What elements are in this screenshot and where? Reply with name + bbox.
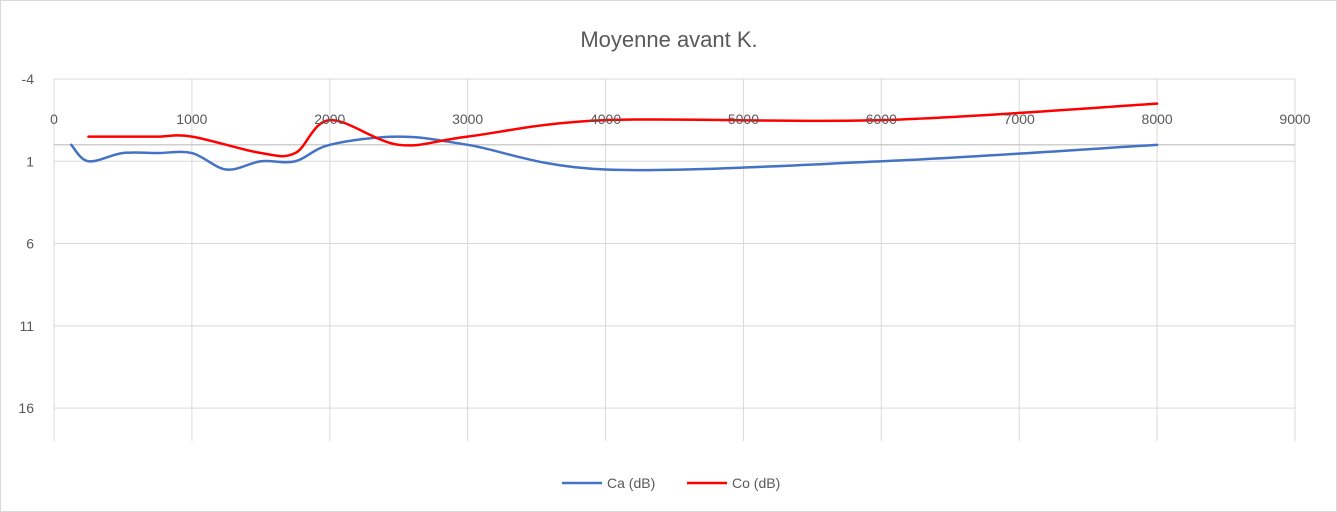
x-tick-labels: 0 1000 2000 3000 4000 5000 6000 7000 8000 9000	[50, 111, 1311, 127]
legend-label: Ca (dB)	[607, 475, 655, 491]
y-tick-label: 11	[19, 318, 34, 334]
series-layer	[69, 102, 1159, 172]
x-tick-label: 5000	[728, 111, 759, 127]
x-tick-label: 2000	[314, 111, 345, 127]
x-tick-label: 0	[50, 111, 58, 127]
y-tick-label: 16	[18, 400, 34, 416]
grid-layer	[53, 78, 1296, 441]
chart-title: Moyenne avant K.	[580, 27, 757, 52]
x-tick-label: 6000	[866, 111, 897, 127]
series-line-co	[87, 102, 1159, 158]
x-tick-label: 1000	[176, 111, 207, 127]
x-tick-label: 9000	[1279, 111, 1310, 127]
y-tick-label: 1	[26, 153, 34, 169]
x-tick-label: 8000	[1142, 111, 1173, 127]
legend-label: Co (dB)	[732, 475, 780, 491]
y-tick-label: -4	[22, 71, 35, 87]
y-tick-label: 6	[26, 236, 34, 252]
legend: Ca (dB) Co (dB)	[562, 475, 780, 491]
x-tick-label: 7000	[1004, 111, 1035, 127]
x-tick-label: 4000	[590, 111, 621, 127]
series-line-ca	[69, 135, 1159, 172]
x-tick-label: 3000	[452, 111, 483, 127]
